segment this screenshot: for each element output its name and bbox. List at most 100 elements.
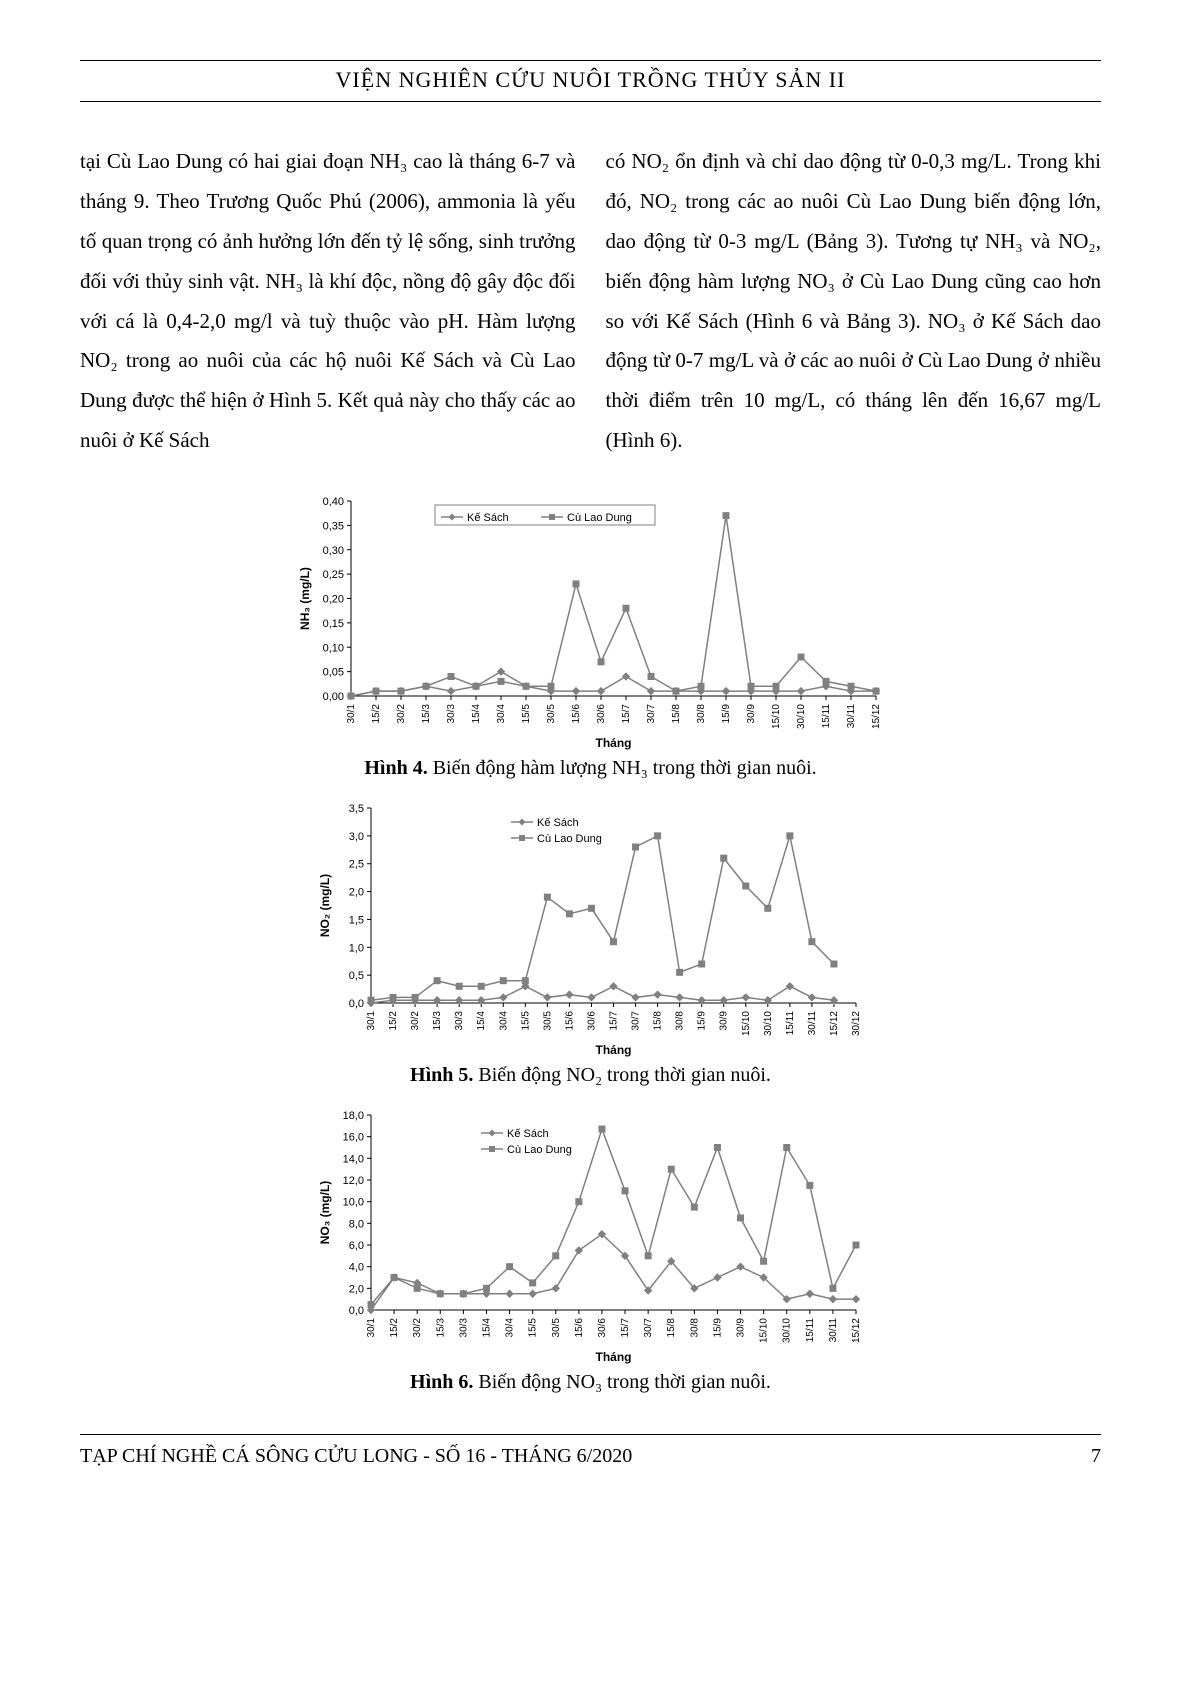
svg-text:Kế Sách: Kế Sách xyxy=(467,512,509,524)
svg-text:14,0: 14,0 xyxy=(342,1153,363,1165)
svg-text:30/8: 30/8 xyxy=(689,1318,700,1338)
svg-text:0,05: 0,05 xyxy=(322,667,343,679)
svg-text:15/9: 15/9 xyxy=(712,1318,723,1338)
svg-text:1,5: 1,5 xyxy=(348,915,363,927)
svg-text:Cù Lao Dung: Cù Lao Dung xyxy=(507,1144,572,1156)
svg-text:15/10: 15/10 xyxy=(771,704,782,729)
svg-text:0,30: 0,30 xyxy=(322,545,343,557)
svg-text:NO₂ (mg/L): NO₂ (mg/L) xyxy=(318,874,332,937)
svg-text:15/6: 15/6 xyxy=(573,1318,584,1338)
svg-text:30/3: 30/3 xyxy=(446,704,457,724)
svg-text:15/3: 15/3 xyxy=(421,704,432,724)
svg-text:30/7: 30/7 xyxy=(630,1011,641,1031)
svg-text:30/5: 30/5 xyxy=(546,704,557,724)
header-rule-bottom xyxy=(80,101,1101,102)
svg-text:15/6: 15/6 xyxy=(571,704,582,724)
svg-text:30/6: 30/6 xyxy=(596,704,607,724)
svg-text:30/9: 30/9 xyxy=(735,1318,746,1338)
svg-text:4,0: 4,0 xyxy=(348,1262,363,1274)
figure-4-caption: Hình 4. Biến động hàm lượng NH₃ trong th… xyxy=(364,757,816,780)
svg-text:30/4: 30/4 xyxy=(504,1318,515,1338)
svg-text:Tháng: Tháng xyxy=(595,1043,631,1057)
svg-text:10,0: 10,0 xyxy=(342,1197,363,1209)
svg-text:30/9: 30/9 xyxy=(746,704,757,724)
svg-text:30/9: 30/9 xyxy=(718,1011,729,1031)
svg-text:0,0: 0,0 xyxy=(348,1305,363,1317)
svg-text:15/12: 15/12 xyxy=(828,1011,839,1036)
body-col-right: có NO₂ ổn định và chỉ dao động từ 0-0,3 … xyxy=(606,142,1102,461)
svg-text:15/9: 15/9 xyxy=(696,1011,707,1031)
svg-text:30/4: 30/4 xyxy=(498,1011,509,1031)
svg-text:15/2: 15/2 xyxy=(389,1318,400,1338)
svg-text:6,0: 6,0 xyxy=(348,1240,363,1252)
svg-text:15/4: 15/4 xyxy=(471,704,482,724)
svg-text:15/6: 15/6 xyxy=(564,1011,575,1031)
svg-text:30/6: 30/6 xyxy=(596,1318,607,1338)
svg-text:15/3: 15/3 xyxy=(432,1011,443,1031)
page-footer: TẠP CHÍ NGHỀ CÁ SÔNG CỬU LONG - SỐ 16 - … xyxy=(80,1434,1101,1468)
chart-nh3: 0,000,050,100,150,200,250,300,350,40NH₃ … xyxy=(291,491,891,751)
svg-text:30/10: 30/10 xyxy=(762,1011,773,1036)
figure-5: 0,00,51,01,52,02,53,03,5NO₂ (mg/L)30/115… xyxy=(80,798,1101,1087)
footer-page-number: 7 xyxy=(1091,1445,1101,1468)
svg-text:15/8: 15/8 xyxy=(671,704,682,724)
svg-text:15/10: 15/10 xyxy=(740,1011,751,1036)
svg-text:0,40: 0,40 xyxy=(322,496,343,508)
figure-6-caption: Hình 6. Biến động NO₃ trong thời gian nu… xyxy=(410,1371,771,1394)
footer-journal: TẠP CHÍ NGHỀ CÁ SÔNG CỬU LONG - SỐ 16 - … xyxy=(80,1445,632,1468)
svg-text:15/5: 15/5 xyxy=(527,1318,538,1338)
svg-text:30/11: 30/11 xyxy=(846,704,857,729)
svg-text:3,0: 3,0 xyxy=(348,831,363,843)
svg-text:15/7: 15/7 xyxy=(620,1318,631,1338)
svg-text:15/9: 15/9 xyxy=(721,704,732,724)
svg-text:15/2: 15/2 xyxy=(388,1011,399,1031)
svg-text:16,0: 16,0 xyxy=(342,1132,363,1144)
svg-text:2,0: 2,0 xyxy=(348,887,363,899)
svg-text:15/4: 15/4 xyxy=(481,1318,492,1338)
svg-text:30/3: 30/3 xyxy=(454,1011,465,1031)
svg-text:30/1: 30/1 xyxy=(366,1318,377,1338)
header-rule-top xyxy=(80,60,1101,61)
svg-text:30/12: 30/12 xyxy=(851,1011,862,1036)
svg-text:18,0: 18,0 xyxy=(342,1110,363,1122)
svg-text:15/3: 15/3 xyxy=(435,1318,446,1338)
svg-text:NO₃ (mg/L): NO₃ (mg/L) xyxy=(318,1181,332,1245)
svg-text:30/1: 30/1 xyxy=(346,704,357,724)
header-title: VIỆN NGHIÊN CỨU NUÔI TRỒNG THỦY SẢN II xyxy=(80,67,1101,101)
svg-text:30/2: 30/2 xyxy=(412,1318,423,1338)
svg-text:30/6: 30/6 xyxy=(586,1011,597,1031)
svg-text:2,0: 2,0 xyxy=(348,1283,363,1295)
svg-text:30/8: 30/8 xyxy=(674,1011,685,1031)
figure-6: 0,02,04,06,08,010,012,014,016,018,0NO₃ (… xyxy=(80,1105,1101,1394)
svg-text:15/2: 15/2 xyxy=(371,704,382,724)
body-col-left: tại Cù Lao Dung có hai giai đoạn NH₃ cao… xyxy=(80,142,576,461)
figure-5-caption: Hình 5. Biến động NO₂ trong thời gian nu… xyxy=(410,1064,771,1087)
svg-text:0,35: 0,35 xyxy=(322,521,343,533)
figure-4: 0,000,050,100,150,200,250,300,350,40NH₃ … xyxy=(80,491,1101,780)
svg-text:15/11: 15/11 xyxy=(784,1011,795,1036)
svg-text:0,25: 0,25 xyxy=(322,569,343,581)
svg-text:0,00: 0,00 xyxy=(322,691,343,703)
svg-text:30/2: 30/2 xyxy=(396,704,407,724)
svg-text:30/2: 30/2 xyxy=(410,1011,421,1031)
svg-text:0,20: 0,20 xyxy=(322,594,343,606)
svg-text:15/5: 15/5 xyxy=(520,1011,531,1031)
svg-text:Tháng: Tháng xyxy=(595,1350,631,1364)
svg-text:30/4: 30/4 xyxy=(496,704,507,724)
svg-text:NH₃ (mg/L): NH₃ (mg/L) xyxy=(298,567,312,630)
svg-text:15/8: 15/8 xyxy=(666,1318,677,1338)
svg-text:2,5: 2,5 xyxy=(348,859,363,871)
svg-text:0,0: 0,0 xyxy=(348,998,363,1010)
svg-text:3,5: 3,5 xyxy=(348,803,363,815)
svg-text:15/11: 15/11 xyxy=(821,704,832,729)
svg-text:30/8: 30/8 xyxy=(696,704,707,724)
svg-text:30/7: 30/7 xyxy=(643,1318,654,1338)
svg-text:30/7: 30/7 xyxy=(646,704,657,724)
chart-no2: 0,00,51,01,52,02,53,03,5NO₂ (mg/L)30/115… xyxy=(311,798,871,1058)
svg-text:15/12: 15/12 xyxy=(851,1318,862,1343)
svg-text:15/5: 15/5 xyxy=(521,704,532,724)
svg-text:15/11: 15/11 xyxy=(804,1318,815,1343)
svg-text:30/10: 30/10 xyxy=(796,704,807,729)
svg-text:0,10: 0,10 xyxy=(322,642,343,654)
svg-text:30/10: 30/10 xyxy=(781,1318,792,1343)
